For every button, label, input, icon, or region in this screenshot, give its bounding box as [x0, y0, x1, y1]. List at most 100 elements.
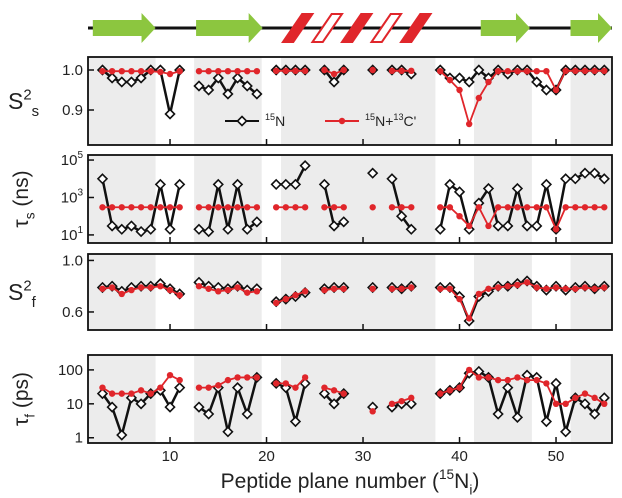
- data-point: [328, 220, 340, 232]
- data-point: [572, 285, 579, 292]
- data-point: [514, 68, 521, 75]
- data-point: [475, 94, 483, 102]
- text-part: (ns): [10, 170, 33, 212]
- data-point: [118, 68, 125, 75]
- data-point: [540, 178, 553, 191]
- panel-frame: [87, 154, 613, 244]
- data-point: [581, 204, 589, 211]
- text-part: f: [22, 414, 37, 418]
- x-tick-label: 40: [451, 448, 468, 465]
- data-point: [231, 178, 244, 191]
- data-point: [106, 220, 118, 232]
- data-point: [444, 178, 456, 191]
- data-point: [465, 120, 473, 128]
- tick-exponent: 3: [77, 187, 83, 198]
- data-point: [272, 67, 280, 75]
- data-point: [282, 204, 290, 211]
- data-point: [504, 68, 511, 75]
- data-point: [164, 401, 176, 413]
- data-point: [128, 286, 135, 294]
- tick-text: 10: [61, 227, 78, 244]
- data-point: [437, 68, 444, 75]
- data-point: [463, 76, 475, 88]
- tick-text: 0.9: [62, 102, 83, 119]
- data-point: [321, 286, 328, 294]
- data-point: [398, 397, 405, 405]
- data-point: [147, 204, 154, 211]
- data-point: [543, 285, 550, 292]
- data-point: [502, 382, 514, 394]
- data-point: [224, 376, 232, 384]
- data-point: [330, 387, 338, 394]
- data-point: [282, 380, 290, 387]
- data-point: [164, 108, 176, 120]
- data-point: [398, 204, 405, 211]
- text-part: 2: [23, 86, 31, 103]
- data-point: [437, 285, 444, 292]
- data-point: [543, 68, 550, 75]
- data-point: [494, 68, 502, 75]
- data-point: [552, 400, 560, 408]
- data-point: [328, 76, 340, 88]
- data-point: [533, 68, 540, 75]
- data-point: [282, 295, 290, 303]
- data-point: [405, 223, 417, 235]
- data-point: [137, 387, 145, 394]
- data-point: [601, 400, 608, 408]
- data-point: [96, 173, 109, 185]
- data-point: [533, 204, 540, 211]
- data-point: [193, 223, 205, 235]
- data-point: [176, 204, 183, 211]
- data-point: [154, 178, 167, 191]
- data-point: [456, 384, 463, 391]
- text-part: (ps): [10, 372, 33, 414]
- data-point: [215, 288, 222, 295]
- text-part: s: [22, 212, 37, 219]
- text-part: 15: [265, 112, 275, 122]
- data-point: [601, 204, 608, 211]
- data-point: [388, 285, 396, 292]
- data-point: [147, 390, 154, 397]
- x-axis-label: Peptide plane number (15Ni): [221, 467, 480, 497]
- data-point: [456, 295, 463, 303]
- data-point: [482, 182, 495, 195]
- y-tick-label: 0.9: [62, 102, 83, 119]
- data-point: [292, 204, 299, 211]
- data-point: [475, 290, 483, 298]
- data-point: [116, 429, 128, 441]
- data-point: [514, 374, 521, 381]
- data-point: [408, 394, 415, 402]
- data-point: [202, 84, 215, 96]
- data-point: [157, 68, 164, 76]
- y-axis-label: τs (ns): [10, 170, 37, 227]
- data-point: [550, 377, 562, 390]
- data-point: [502, 220, 514, 232]
- data-point: [388, 400, 396, 408]
- data-point: [272, 299, 280, 307]
- legend-marker: [338, 117, 346, 125]
- data-point: [572, 394, 579, 402]
- data-point: [581, 390, 589, 397]
- data-point: [157, 384, 164, 391]
- data-point: [318, 178, 331, 191]
- data-point: [166, 204, 174, 211]
- data-point: [108, 284, 116, 291]
- shaded-region: [570, 155, 612, 243]
- data-point: [504, 204, 511, 211]
- data-point: [193, 80, 205, 92]
- data-point: [531, 76, 543, 88]
- data-point: [224, 286, 232, 294]
- data-point: [118, 204, 125, 211]
- data-point: [465, 222, 473, 230]
- data-point: [434, 223, 446, 235]
- data-point: [560, 426, 572, 438]
- data-point: [205, 285, 212, 292]
- data-point: [195, 204, 203, 211]
- y-tick-label: 10: [66, 396, 83, 413]
- data-point: [99, 68, 106, 75]
- data-point: [408, 284, 415, 291]
- data-point: [340, 66, 347, 74]
- data-point: [251, 88, 263, 100]
- text-part: N: [454, 470, 469, 493]
- data-point: [301, 204, 309, 211]
